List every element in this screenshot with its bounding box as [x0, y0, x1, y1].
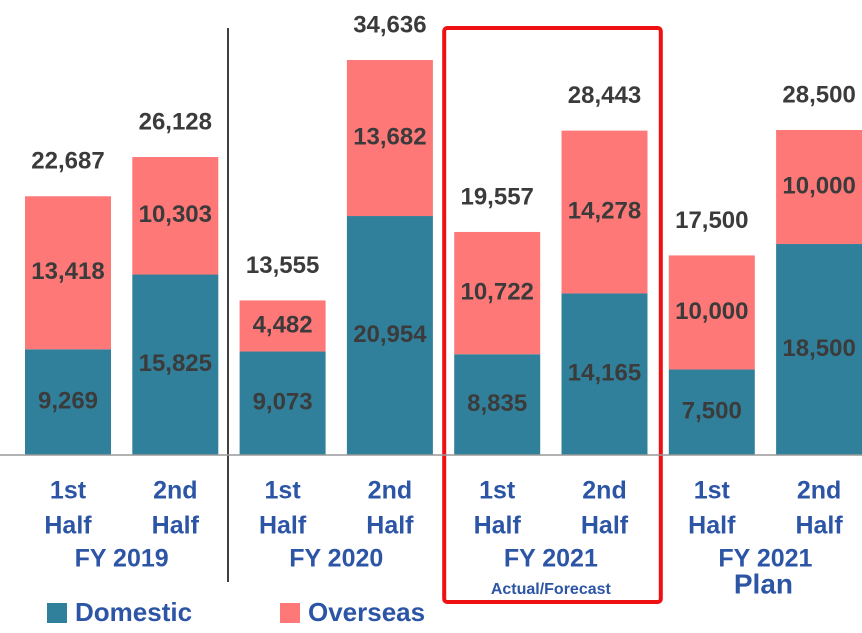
- bar-segment: [25, 196, 111, 350]
- legend-swatch: [280, 603, 300, 623]
- value-label: 10,000: [782, 172, 855, 199]
- value-label: 14,165: [568, 360, 641, 387]
- legend-label: Domestic: [75, 597, 192, 627]
- category-label: Half: [474, 512, 522, 540]
- bar-segment: [668, 369, 755, 455]
- total-label: 13,555: [246, 252, 319, 279]
- bar-segment: [776, 129, 862, 245]
- value-label: 10,722: [460, 278, 533, 305]
- total-label: 26,128: [139, 108, 212, 135]
- bar-segment: [776, 244, 862, 455]
- value-label: 10,303: [139, 201, 212, 228]
- bar-segment: [346, 216, 433, 455]
- value-label: 7,500: [682, 398, 742, 425]
- category-label: Half: [366, 512, 414, 540]
- total-label: 28,443: [568, 82, 641, 109]
- bar-segment: [132, 157, 219, 275]
- value-label: 10,000: [675, 298, 748, 325]
- total-label: 19,557: [460, 183, 533, 210]
- value-label: 15,825: [139, 350, 212, 377]
- legend-label: Overseas: [308, 597, 425, 627]
- value-label: 13,682: [353, 123, 426, 150]
- value-label: 14,278: [568, 197, 641, 224]
- legend-swatch: [47, 603, 67, 623]
- total-label: 17,500: [675, 207, 748, 234]
- bar-segment: [239, 351, 326, 455]
- category-label: 2nd: [153, 477, 197, 505]
- group-label: FY 2020: [289, 545, 383, 573]
- category-label: 2nd: [797, 477, 841, 505]
- total-label: 34,636: [353, 11, 426, 38]
- group-note: Actual/Forecast: [491, 581, 612, 598]
- group-label: FY 2019: [75, 545, 169, 573]
- total-label: 22,687: [31, 148, 104, 175]
- bar-segment: [668, 255, 755, 370]
- value-label: 20,954: [353, 321, 427, 348]
- category-label: Half: [688, 512, 736, 540]
- bar-segment: [239, 300, 326, 352]
- category-label: 1st: [265, 477, 302, 505]
- category-label: 1st: [50, 477, 87, 505]
- category-label: 1st: [694, 477, 731, 505]
- value-label: 18,500: [782, 335, 855, 362]
- value-label: 9,073: [253, 389, 313, 416]
- value-label: 8,835: [467, 390, 527, 417]
- bar-segment: [561, 130, 648, 294]
- value-label: 13,418: [31, 258, 104, 285]
- group-note: Plan: [734, 568, 793, 599]
- category-label: Half: [795, 512, 843, 540]
- group-label: FY 2021: [504, 545, 598, 573]
- category-label: Half: [259, 512, 307, 540]
- total-label: 28,500: [782, 81, 855, 108]
- category-label: 1st: [479, 477, 516, 505]
- bar-segment: [454, 231, 541, 355]
- value-label: 9,269: [38, 387, 98, 414]
- value-label: 4,482: [253, 311, 313, 338]
- group-label: FY 2021: [718, 545, 812, 573]
- bar-segment: [132, 274, 219, 455]
- category-label: 2nd: [368, 477, 412, 505]
- bar-segment: [454, 354, 541, 455]
- highlight-box: [442, 26, 663, 604]
- category-label: 2nd: [582, 477, 626, 505]
- bar-segment: [561, 293, 648, 455]
- bar-segment: [346, 60, 433, 217]
- bar-segment: [25, 349, 111, 455]
- category-label: Half: [44, 512, 92, 540]
- category-label: Half: [152, 512, 200, 540]
- category-label: Half: [581, 512, 629, 540]
